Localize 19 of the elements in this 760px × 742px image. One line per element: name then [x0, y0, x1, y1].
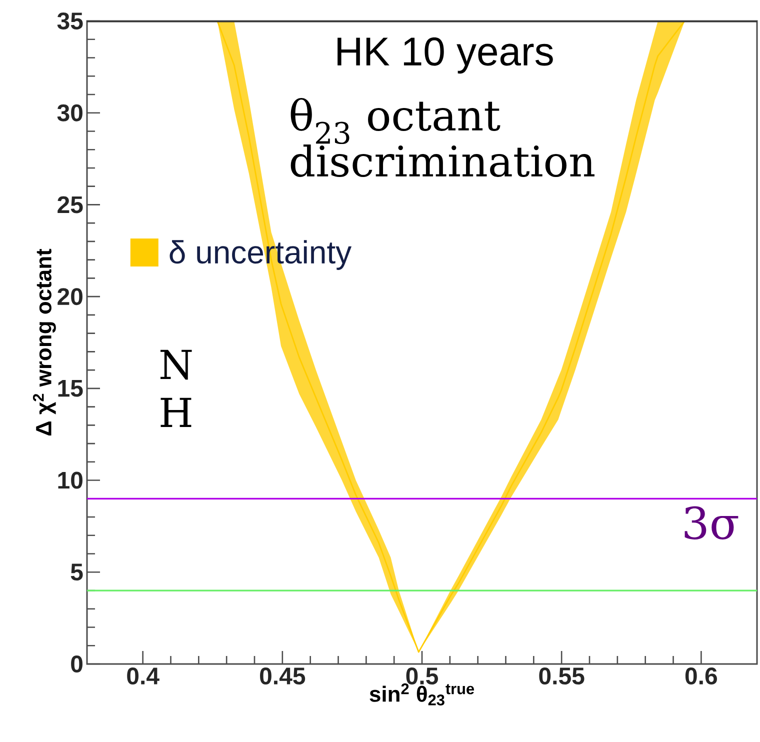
x-tick-label: 0.6	[685, 668, 717, 685]
y-tick-label: 10	[58, 472, 82, 489]
y-tick-label: 25	[58, 196, 83, 214]
x-tick-label: 0.45	[260, 668, 306, 685]
annotation: HK 10 years	[338, 37, 553, 74]
y-tick-label: 35	[57, 12, 83, 30]
x-tick-label: 0.55	[539, 668, 584, 685]
x-axis-title: sin$^{2}$ θ$_{23}$true	[370, 683, 474, 706]
annotation: N H	[160, 350, 192, 428]
y-axis-title: Δ χ$^{2}$ wrong octant	[32, 248, 56, 436]
y-tick-label: 15	[58, 380, 83, 397]
y-tick-label: 30	[57, 104, 82, 122]
y-tick-label: 20	[58, 288, 82, 306]
x-tick-label: 0.5	[406, 668, 438, 685]
y-tick-label: 0	[71, 656, 82, 672]
ref-line-label: 3σ	[684, 506, 738, 540]
annotation: θ$_{23}$ octant discrimination	[290, 98, 594, 177]
x-tick-label: 0.4	[127, 668, 160, 685]
y-tick-label: 5	[70, 564, 83, 581]
